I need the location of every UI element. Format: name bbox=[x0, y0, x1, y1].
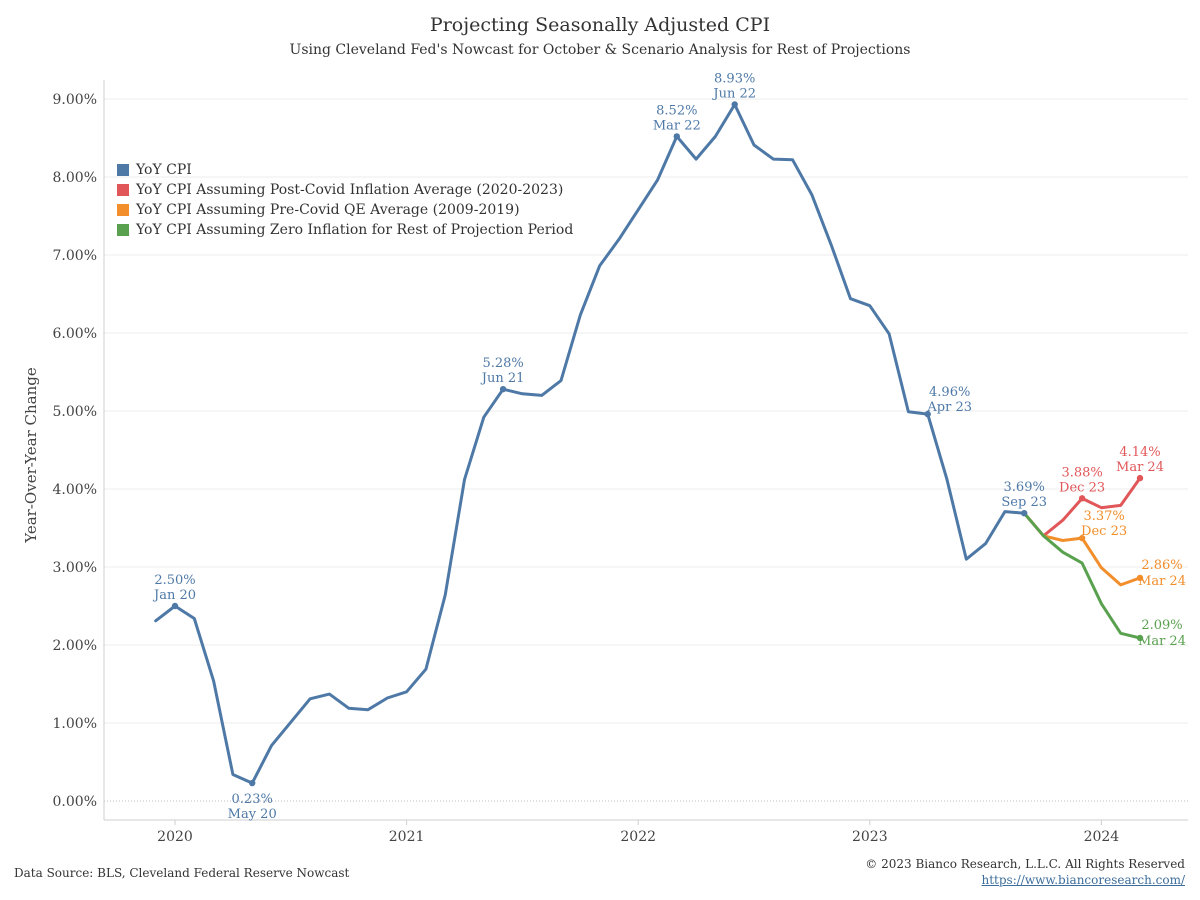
data-point-marker bbox=[1078, 495, 1086, 502]
data-label-value: 2.50% bbox=[154, 573, 195, 588]
y-tick-label: 1.00% bbox=[53, 716, 97, 732]
data-label-date: Sep 23 bbox=[1001, 495, 1047, 510]
y-tick-label: 4.00% bbox=[53, 482, 97, 498]
data-label-date: Jun 21 bbox=[480, 371, 525, 386]
y-tick-label: 2.00% bbox=[53, 638, 97, 654]
legend-item-zero-inflation: YoY CPI Assuming Zero Inflation for Rest… bbox=[117, 220, 573, 240]
data-label-date: Dec 23 bbox=[1059, 480, 1105, 495]
chart-subtitle: Using Cleveland Fed's Nowcast for Octobe… bbox=[289, 42, 911, 58]
legend-item-pre-covid: YoY CPI Assuming Pre-Covid QE Average (2… bbox=[117, 200, 573, 220]
x-tick-label: 2021 bbox=[389, 829, 425, 845]
data-annotations: 2.50%Jan 200.23%May 205.28%Jun 218.52%Ma… bbox=[152, 71, 1186, 822]
legend-label: YoY CPI Assuming Post-Covid Inflation Av… bbox=[136, 182, 564, 198]
data-label-date: Mar 24 bbox=[1138, 634, 1186, 649]
legend: YoY CPI YoY CPI Assuming Post-Covid Infl… bbox=[117, 160, 573, 240]
series-line bbox=[1022, 511, 1142, 640]
legend-item-yoy-cpi: YoY CPI bbox=[117, 160, 573, 180]
data-point-marker bbox=[731, 101, 738, 108]
legend-item-post-covid: YoY CPI Assuming Post-Covid Inflation Av… bbox=[117, 180, 573, 200]
data-point-marker bbox=[1020, 509, 1028, 517]
copyright-text: © 2023 Bianco Research, L.L.C. All Right… bbox=[865, 857, 1185, 871]
data-label-value: 8.93% bbox=[714, 71, 755, 86]
y-tick-label: 6.00% bbox=[53, 326, 97, 342]
data-label-date: Dec 23 bbox=[1081, 524, 1127, 539]
data-point-marker bbox=[673, 133, 680, 140]
data-label-date: Jan 20 bbox=[152, 588, 196, 603]
legend-swatch bbox=[117, 204, 129, 216]
data-label-value: 3.37% bbox=[1083, 509, 1124, 524]
x-tick-label: 2022 bbox=[620, 829, 656, 845]
y-axis-title: Year-Over-Year Change bbox=[22, 367, 40, 544]
data-point-marker bbox=[1078, 534, 1086, 542]
legend-swatch bbox=[117, 164, 129, 176]
data-source: Data Source: BLS, Cleveland Federal Rese… bbox=[14, 866, 350, 880]
data-label-date: Jun 22 bbox=[711, 86, 756, 101]
chart-title: Projecting Seasonally Adjusted CPI bbox=[429, 14, 771, 36]
data-label-value: 8.52% bbox=[656, 103, 697, 118]
website-link[interactable]: https://www.biancoresearch.com/ bbox=[981, 873, 1185, 887]
axes: 0.00% 1.00% 2.00% 3.00% 4.00% 5.00% 6.00% 7.00%… bbox=[22, 80, 1188, 845]
legend-label: YoY CPI Assuming Pre-Covid QE Average (2… bbox=[136, 202, 520, 218]
data-point-marker bbox=[249, 779, 256, 787]
legend-swatch bbox=[117, 184, 129, 196]
data-point-marker bbox=[1136, 574, 1144, 582]
data-point-marker bbox=[924, 410, 931, 418]
data-label-value: 0.23% bbox=[232, 792, 273, 807]
legend-swatch bbox=[117, 224, 129, 236]
x-tick-label: 2023 bbox=[852, 829, 888, 845]
data-label-value: 2.09% bbox=[1141, 618, 1182, 633]
data-label-date: May 20 bbox=[228, 807, 277, 822]
data-label-value: 3.88% bbox=[1061, 465, 1102, 480]
data-point-marker bbox=[1136, 634, 1144, 642]
y-tick-label: 5.00% bbox=[53, 404, 97, 420]
data-point-marker bbox=[1136, 474, 1144, 482]
footer-credits: © 2023 Bianco Research, L.L.C. All Right… bbox=[865, 856, 1185, 888]
y-tick-label: 9.00% bbox=[53, 92, 97, 108]
y-tick-label: 3.00% bbox=[53, 560, 97, 576]
data-label-date: Apr 23 bbox=[926, 400, 972, 415]
x-tick-label: 2020 bbox=[157, 829, 193, 845]
y-tick-label: 0.00% bbox=[53, 794, 97, 810]
series-line bbox=[154, 103, 1026, 785]
data-label-date: Mar 22 bbox=[653, 118, 701, 133]
x-tick-label: 2024 bbox=[1084, 829, 1120, 845]
data-label-date: Mar 24 bbox=[1116, 460, 1164, 475]
data-label-value: 2.86% bbox=[1141, 558, 1182, 573]
data-label-value: 4.14% bbox=[1119, 445, 1160, 460]
y-tick-label: 7.00% bbox=[53, 248, 97, 264]
data-label-value: 3.69% bbox=[1004, 480, 1045, 495]
data-label-value: 5.28% bbox=[482, 356, 523, 371]
legend-label: YoY CPI Assuming Zero Inflation for Rest… bbox=[136, 222, 574, 238]
data-point-marker bbox=[171, 602, 179, 610]
data-label-value: 4.96% bbox=[929, 385, 970, 400]
legend-label: YoY CPI bbox=[136, 162, 192, 178]
grid-lines bbox=[104, 98, 1188, 802]
data-label-date: Mar 24 bbox=[1138, 574, 1186, 589]
y-tick-label: 8.00% bbox=[53, 170, 97, 186]
data-point-marker bbox=[499, 385, 507, 393]
